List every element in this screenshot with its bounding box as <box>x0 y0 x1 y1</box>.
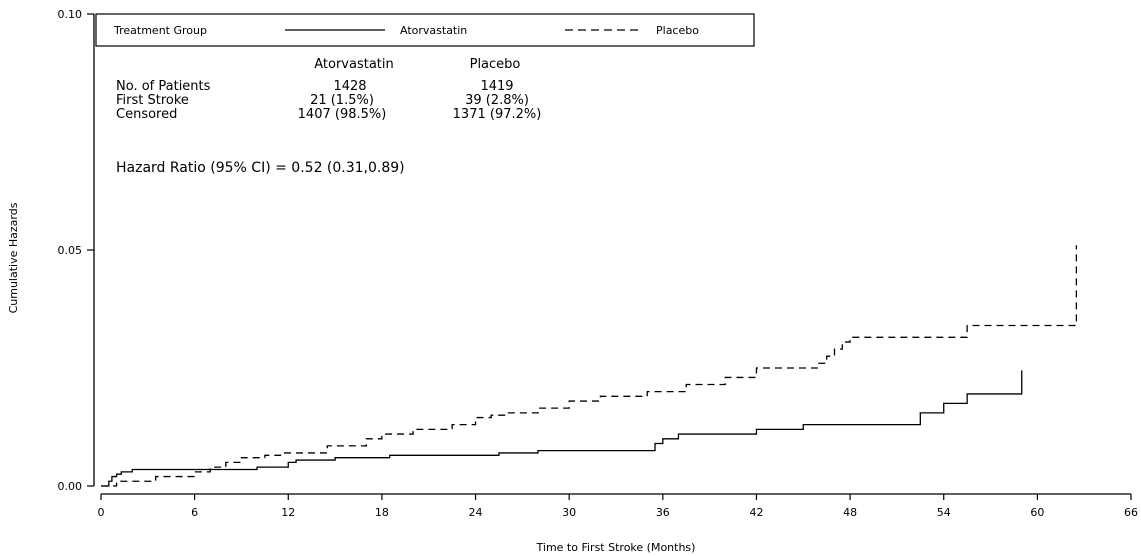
stats-table: Atorvastatin Placebo No. of Patients 142… <box>116 57 541 176</box>
y-tick-label: 0.05 <box>58 244 83 257</box>
x-tick-label: 0 <box>98 506 105 519</box>
series-line-atorvastatin <box>101 370 1023 487</box>
x-tick-label: 60 <box>1030 506 1044 519</box>
stats-cell: 1371 (97.2%) <box>453 107 542 122</box>
x-tick-label: 48 <box>843 506 857 519</box>
hazard-ratio-annotation: Hazard Ratio (95% CI) = 0.52 (0.31,0.89) <box>116 160 405 176</box>
legend-label-placebo: Placebo <box>656 24 699 37</box>
stats-row-label: First Stroke <box>116 93 189 108</box>
y-tick-label: 0.00 <box>58 480 83 493</box>
y-axis-title: Cumulative Hazards <box>7 202 20 313</box>
x-tick-label: 36 <box>656 506 670 519</box>
x-axis-title: Time to First Stroke (Months) <box>536 541 696 554</box>
legend-title: Treatment Group <box>113 24 207 37</box>
stats-cell: 1407 (98.5%) <box>298 107 387 122</box>
stats-cell: 39 (2.8%) <box>465 93 529 108</box>
x-tick-label: 6 <box>191 506 198 519</box>
stats-row-label: Censored <box>116 107 177 122</box>
y-tick-label: 0.10 <box>58 8 83 21</box>
stats-column-header-atorvastatin: Atorvastatin <box>314 57 394 72</box>
x-tick-label: 12 <box>281 506 295 519</box>
x-tick-label: 54 <box>937 506 951 519</box>
stats-cell: 21 (1.5%) <box>310 93 374 108</box>
axes: 0 6 12 18 24 30 36 42 48 54 60 66 0.00 0.05 0.10 <box>58 8 1139 519</box>
legend: Treatment Group Atorvastatin Placebo <box>95 13 755 47</box>
series-line-placebo <box>101 245 1078 487</box>
x-tick-label: 24 <box>469 506 483 519</box>
stats-cell: 1428 <box>333 79 366 94</box>
x-tick-label: 42 <box>749 506 763 519</box>
x-tick-label: 30 <box>562 506 576 519</box>
stats-row-label: No. of Patients <box>116 79 211 94</box>
stats-column-header-placebo: Placebo <box>470 57 521 72</box>
x-tick-label: 18 <box>375 506 389 519</box>
legend-box <box>95 13 755 47</box>
series-layer <box>101 245 1078 487</box>
x-tick-label: 66 <box>1124 506 1138 519</box>
legend-label-atorvastatin: Atorvastatin <box>400 24 467 37</box>
stats-cell: 1419 <box>480 79 513 94</box>
